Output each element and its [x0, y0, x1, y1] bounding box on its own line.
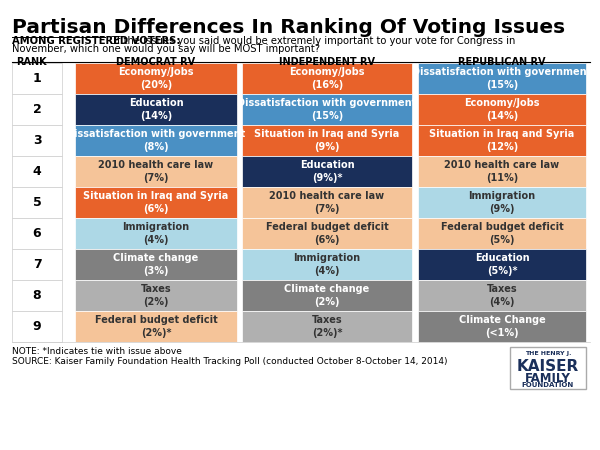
Text: KAISER: KAISER [517, 359, 579, 374]
FancyBboxPatch shape [12, 218, 62, 249]
Text: 4: 4 [32, 165, 41, 178]
Text: 2010 health care law
(7%): 2010 health care law (7%) [269, 191, 385, 214]
FancyBboxPatch shape [242, 311, 412, 342]
FancyBboxPatch shape [242, 187, 412, 218]
FancyBboxPatch shape [75, 249, 237, 280]
Text: 9: 9 [32, 320, 41, 333]
Text: THE HENRY J.: THE HENRY J. [525, 351, 571, 356]
Text: 2: 2 [32, 103, 41, 116]
FancyBboxPatch shape [12, 187, 62, 218]
Text: Immigration
(4%): Immigration (4%) [293, 253, 361, 276]
FancyBboxPatch shape [75, 218, 237, 249]
Text: Economy/Jobs
(16%): Economy/Jobs (16%) [289, 67, 365, 90]
Text: 5: 5 [32, 196, 41, 209]
Text: Situation in Iraq and Syria
(6%): Situation in Iraq and Syria (6%) [83, 191, 229, 214]
Text: Situation in Iraq and Syria
(12%): Situation in Iraq and Syria (12%) [430, 129, 575, 152]
FancyBboxPatch shape [75, 311, 237, 342]
FancyBboxPatch shape [510, 347, 586, 389]
Text: Immigration
(9%): Immigration (9%) [469, 191, 536, 214]
Text: 1: 1 [32, 72, 41, 85]
FancyBboxPatch shape [418, 94, 586, 125]
FancyBboxPatch shape [242, 280, 412, 311]
FancyBboxPatch shape [12, 280, 62, 311]
FancyBboxPatch shape [75, 94, 237, 125]
FancyBboxPatch shape [12, 63, 62, 94]
Text: RANK: RANK [16, 57, 47, 67]
Text: SOURCE: Kaiser Family Foundation Health Tracking Poll (conducted October 8-Octob: SOURCE: Kaiser Family Foundation Health … [12, 357, 448, 366]
FancyBboxPatch shape [12, 249, 62, 280]
Text: NOTE: *Indicates tie with issue above: NOTE: *Indicates tie with issue above [12, 347, 182, 356]
FancyBboxPatch shape [418, 125, 586, 156]
Text: 2010 health care law
(11%): 2010 health care law (11%) [445, 160, 560, 183]
Text: Taxes
(2%)*: Taxes (2%)* [311, 315, 343, 338]
Text: Climate change
(2%): Climate change (2%) [284, 284, 370, 307]
FancyBboxPatch shape [75, 63, 237, 94]
FancyBboxPatch shape [12, 311, 62, 342]
Text: Education
(5%)*: Education (5%)* [475, 253, 529, 276]
FancyBboxPatch shape [418, 156, 586, 187]
Text: AMONG REGISTERED VOTERS:: AMONG REGISTERED VOTERS: [12, 36, 181, 46]
Text: Federal budget deficit
(2%)*: Federal budget deficit (2%)* [95, 315, 217, 338]
Text: Taxes
(4%): Taxes (4%) [487, 284, 517, 307]
FancyBboxPatch shape [242, 125, 412, 156]
FancyBboxPatch shape [75, 280, 237, 311]
Text: INDEPENDENT RV: INDEPENDENT RV [279, 57, 375, 67]
Text: 8: 8 [32, 289, 41, 302]
Text: 2010 health care law
(7%): 2010 health care law (7%) [98, 160, 214, 183]
FancyBboxPatch shape [418, 249, 586, 280]
FancyBboxPatch shape [75, 187, 237, 218]
FancyBboxPatch shape [242, 249, 412, 280]
Text: Partisan Differences In Ranking Of Voting Issues: Partisan Differences In Ranking Of Votin… [12, 18, 565, 37]
FancyBboxPatch shape [242, 63, 412, 94]
Text: REPUBLICAN RV: REPUBLICAN RV [458, 57, 546, 67]
Text: Climate change
(3%): Climate change (3%) [113, 253, 199, 276]
Text: FOUNDATION: FOUNDATION [522, 382, 574, 388]
Text: Taxes
(2%): Taxes (2%) [140, 284, 172, 307]
FancyBboxPatch shape [242, 156, 412, 187]
FancyBboxPatch shape [418, 63, 586, 94]
Text: Economy/Jobs
(20%): Economy/Jobs (20%) [118, 67, 194, 90]
Text: 3: 3 [32, 134, 41, 147]
FancyBboxPatch shape [418, 311, 586, 342]
FancyBboxPatch shape [242, 218, 412, 249]
FancyBboxPatch shape [418, 280, 586, 311]
FancyBboxPatch shape [418, 187, 586, 218]
FancyBboxPatch shape [242, 94, 412, 125]
Text: 7: 7 [32, 258, 41, 271]
Text: Of the issues you said would be extremely important to your vote for Congress in: Of the issues you said would be extremel… [106, 36, 515, 46]
FancyBboxPatch shape [75, 125, 237, 156]
Text: Education
(9%)*: Education (9%)* [299, 160, 355, 183]
Text: Federal budget deficit
(5%): Federal budget deficit (5%) [440, 222, 563, 245]
Text: Situation in Iraq and Syria
(9%): Situation in Iraq and Syria (9%) [254, 129, 400, 152]
Text: Dissatisfaction with government
(15%): Dissatisfaction with government (15%) [412, 67, 592, 90]
FancyBboxPatch shape [12, 125, 62, 156]
Text: DEMOCRAT RV: DEMOCRAT RV [116, 57, 196, 67]
Text: Education
(14%): Education (14%) [128, 98, 184, 121]
Text: Dissatisfaction with government
(8%): Dissatisfaction with government (8%) [67, 129, 245, 152]
Text: Climate Change
(<1%): Climate Change (<1%) [458, 315, 545, 338]
Text: FAMILY: FAMILY [525, 372, 571, 385]
Text: November, which one would you say will be MOST important?: November, which one would you say will b… [12, 44, 320, 54]
FancyBboxPatch shape [75, 156, 237, 187]
FancyBboxPatch shape [12, 156, 62, 187]
Text: Dissatisfaction with government
(15%): Dissatisfaction with government (15%) [238, 98, 416, 121]
FancyBboxPatch shape [12, 94, 62, 125]
Text: 6: 6 [32, 227, 41, 240]
Text: Immigration
(4%): Immigration (4%) [122, 222, 190, 245]
Text: Federal budget deficit
(6%): Federal budget deficit (6%) [266, 222, 388, 245]
FancyBboxPatch shape [418, 218, 586, 249]
Text: Economy/Jobs
(14%): Economy/Jobs (14%) [464, 98, 540, 121]
